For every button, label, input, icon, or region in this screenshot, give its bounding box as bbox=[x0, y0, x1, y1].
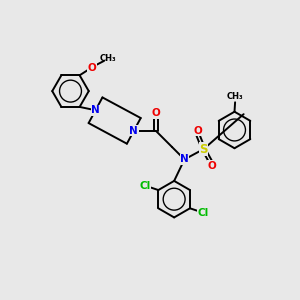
Text: O: O bbox=[152, 108, 160, 118]
Text: CH₃: CH₃ bbox=[227, 92, 243, 101]
Text: N: N bbox=[91, 105, 100, 115]
Text: O: O bbox=[207, 161, 216, 171]
Text: N: N bbox=[180, 154, 189, 164]
Text: Cl: Cl bbox=[140, 181, 151, 190]
Text: S: S bbox=[199, 142, 208, 156]
Text: O: O bbox=[193, 126, 202, 136]
Text: CH₃: CH₃ bbox=[100, 54, 116, 63]
Text: O: O bbox=[87, 63, 96, 73]
Text: Cl: Cl bbox=[198, 208, 209, 218]
Text: N: N bbox=[129, 126, 138, 136]
